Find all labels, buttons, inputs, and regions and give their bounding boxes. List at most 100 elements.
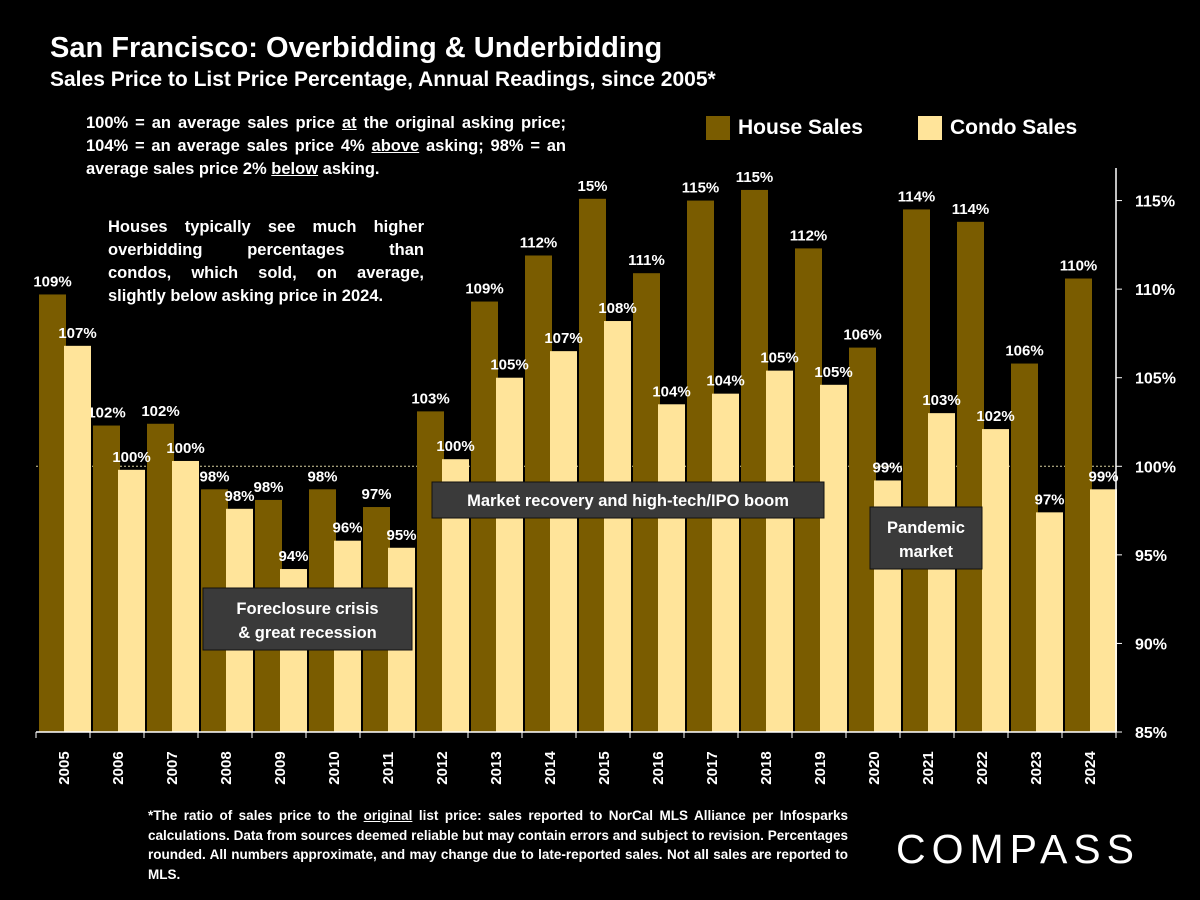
x-tick-label-2005: 2005: [56, 751, 73, 784]
chart-title: San Francisco: Overbidding & Underbiddin…: [50, 32, 663, 64]
note2-line2: overbidding percentages than: [108, 241, 424, 260]
condo-label-2010: 96%: [332, 520, 362, 537]
x-tick-label-2010: 2010: [326, 751, 343, 784]
condo-label-2022: 102%: [976, 408, 1014, 425]
y-tick-label-100: 100%: [1135, 459, 1176, 476]
note1-part-a: 100% = an average sales price: [86, 114, 342, 132]
x-tick-label-2021: 2021: [920, 751, 937, 784]
condo-label-2023: 97%: [1034, 491, 1064, 508]
compass-logo: COMPASS: [896, 826, 1140, 872]
condo-bar-2022: [982, 429, 1009, 732]
x-tick-label-2007: 2007: [164, 751, 181, 784]
footnote: *The ratio of sales price to the origina…: [148, 806, 848, 884]
condo-bar-2021: [928, 413, 955, 732]
pandemic-callout-line1: Pandemic: [887, 519, 965, 537]
condo-label-2018: 105%: [760, 350, 798, 367]
x-tick-label-2013: 2013: [488, 751, 505, 784]
note1-part-c: the original asking price; 104% = an ave…: [86, 114, 566, 156]
x-tick-label-2023: 2023: [1028, 751, 1045, 784]
house-bar-2012: [417, 411, 444, 732]
callouts: Foreclosure crisis & great recession Mar…: [202, 481, 983, 651]
x-tick-label-2009: 2009: [272, 751, 289, 784]
x-tick-label-2019: 2019: [812, 751, 829, 784]
recovery-callout-box: [431, 481, 825, 519]
y-tick-label-110: 110%: [1135, 282, 1175, 299]
house-label-2006: 102%: [87, 405, 125, 422]
house-bar-2024: [1065, 278, 1092, 732]
condo-bar-2015: [604, 321, 631, 732]
condo-bar-2018: [766, 370, 793, 732]
condo-bar-2007: [172, 460, 199, 732]
condo-bar-2023: [1036, 512, 1063, 732]
legend-house-label: House Sales: [738, 116, 863, 139]
house-label-2019: 112%: [790, 227, 828, 244]
footnote-part-c: list price: sales reported to NorCal MLS…: [148, 808, 848, 882]
legend-condo-sales: Condo Sales: [918, 116, 1077, 140]
condo-label-2008: 98%: [224, 488, 254, 505]
note1-part-e: asking; 98% = an average sales price 2%: [86, 137, 566, 179]
condo-label-2005: 107%: [58, 325, 96, 342]
condo-bar-2006: [118, 469, 145, 732]
house-bar-2022: [957, 221, 984, 733]
note1-below: below: [271, 160, 319, 179]
condo-bar-2005: [64, 345, 91, 732]
x-tick-label-2014: 2014: [542, 751, 559, 785]
house-label-2016: 111%: [628, 252, 665, 269]
interpretation-note: 100% = an average sales price at the ori…: [86, 112, 566, 181]
recession-callout-box: [202, 587, 413, 651]
note1-above: above: [371, 137, 420, 156]
house-label-2024: 110%: [1060, 258, 1098, 275]
pandemic-callout-line2: market: [899, 543, 954, 561]
legend-house-swatch: [706, 116, 730, 140]
condo-label-2012: 100%: [436, 438, 474, 455]
recession-callout-line1: Foreclosure crisis: [236, 600, 378, 618]
condo-label-2019: 105%: [814, 364, 852, 381]
condo-label-2021: 103%: [922, 392, 960, 409]
house-label-2010: 98%: [307, 468, 337, 485]
legend-house-sales: House Sales: [706, 116, 863, 140]
house-label-2009: 98%: [253, 479, 283, 496]
house-label-2011: 97%: [361, 486, 391, 503]
condo-label-2015: 108%: [598, 300, 636, 317]
house-bar-2007: [147, 423, 174, 732]
house-bar-2018: [741, 189, 768, 732]
condo-bar-2017: [712, 393, 739, 732]
condo-bar-2016: [658, 404, 685, 732]
y-tick-label-95: 95%: [1135, 548, 1167, 565]
note1-part-g: asking.: [318, 160, 380, 179]
houses-vs-condos-note: Houses typically see much higher overbid…: [108, 216, 424, 308]
house-bar-2017: [687, 200, 714, 733]
condo-label-2006: 100%: [112, 449, 150, 466]
house-bar-2006: [93, 425, 120, 732]
legend-condo-swatch: [918, 116, 942, 140]
footnote-original: original: [363, 808, 413, 823]
house-label-2018: 115%: [736, 169, 774, 186]
house-label-2014: 112%: [520, 234, 558, 251]
recession-callout-line2: & great recession: [238, 624, 376, 642]
house-label-2012: 103%: [411, 390, 449, 407]
house-label-2013: 109%: [465, 281, 503, 298]
house-bar-2021: [903, 209, 930, 732]
x-tick-label-2015: 2015: [596, 751, 613, 784]
house-label-2021: 114%: [898, 188, 936, 205]
house-label-2015: 15%: [577, 178, 607, 195]
note2-line4: slightly below asking price in 2024.: [108, 287, 384, 306]
pandemic-callout-box: [869, 506, 983, 570]
house-bar-2023: [1011, 363, 1038, 732]
x-tick-label-2006: 2006: [110, 751, 127, 784]
condo-label-2014: 107%: [544, 330, 582, 347]
x-tick-label-2011: 2011: [380, 752, 397, 785]
x-tick-label-2018: 2018: [758, 751, 775, 784]
x-tick-label-2008: 2008: [218, 751, 235, 784]
house-label-2017: 115%: [682, 180, 720, 197]
chart-subtitle: Sales Price to List Price Percentage, An…: [50, 68, 716, 91]
note2-line3: condos, which sold, on average,: [108, 264, 424, 283]
condo-label-2017: 104%: [706, 373, 744, 390]
note2-line1: Houses typically see much higher: [108, 218, 424, 236]
x-tick-label-2020: 2020: [866, 751, 883, 784]
house-label-2007: 102%: [141, 403, 179, 420]
condo-bar-2019: [820, 384, 847, 732]
condo-bar-2024: [1090, 489, 1117, 732]
condo-bar-2013: [496, 377, 523, 732]
